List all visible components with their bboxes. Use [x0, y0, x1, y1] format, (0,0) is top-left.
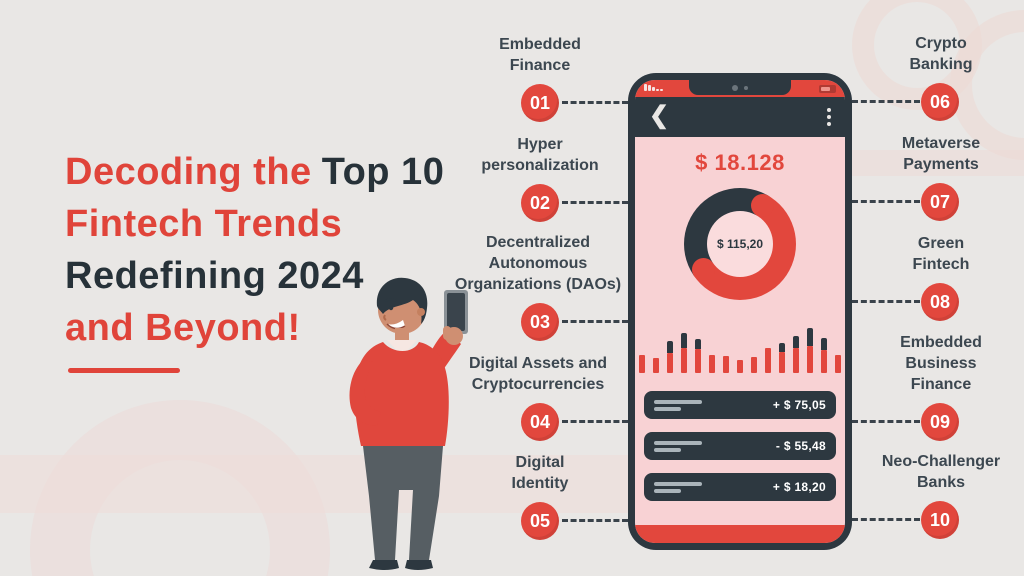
connector-dash-08 [852, 300, 920, 303]
trend-number-10: 10 [921, 501, 959, 539]
connector-dash-02 [562, 201, 628, 204]
connector-dash-05 [562, 519, 628, 522]
bar [709, 355, 715, 373]
bar [737, 360, 743, 373]
trend-number-05: 05 [521, 502, 559, 540]
phone-mockup: ❮ $ 18.128 $ 115,20 + $ 75,05 [628, 73, 852, 550]
back-chevron-icon[interactable]: ❮ [649, 101, 670, 129]
transaction-list: + $ 75,05 - $ 55,48 + $ 18,20 [644, 391, 836, 501]
transaction-amount: + $ 18,20 [772, 480, 826, 494]
placeholder-text-lines [654, 440, 702, 452]
connector-dash-07 [852, 200, 920, 203]
trend-label-08: Green Fintech [912, 235, 970, 273]
trend-number-08: 08 [921, 283, 959, 321]
signal-bars-icon [644, 84, 663, 91]
decorative-ring [30, 400, 330, 576]
app-body: $ 18.128 $ 115,20 + $ 75,05 [635, 137, 845, 543]
person-legs [363, 446, 443, 560]
trend-number-03: 03 [521, 303, 559, 341]
title-underline [68, 368, 180, 373]
trend-number-06: 06 [921, 83, 959, 121]
connector-dash-10 [852, 518, 920, 521]
placeholder-text-lines [654, 399, 702, 411]
title-line-1: Decoding the Top 10 [65, 146, 485, 198]
trend-number-09: 09 [921, 403, 959, 441]
transaction-row[interactable]: + $ 18,20 [644, 473, 836, 501]
camera-dot-icon [744, 85, 748, 90]
bar [639, 355, 645, 373]
app-header: ❮ [635, 97, 845, 137]
trend-label-03: Decentralized Autonomous Organizations (… [454, 234, 622, 293]
transaction-row[interactable]: - $ 55,48 [644, 432, 836, 460]
donut-center-value: $ 115,20 [716, 237, 764, 251]
donut-chart: $ 115,20 [684, 188, 796, 300]
bar [667, 341, 673, 373]
battery-icon [819, 85, 836, 93]
connector-dash-09 [852, 420, 920, 423]
trend-number-02: 02 [521, 184, 559, 222]
bar [807, 328, 813, 373]
phone-screen: ❮ $ 18.128 $ 115,20 + $ 75,05 [635, 80, 845, 543]
trend-label-05: Digital Identity [511, 454, 569, 492]
trend-label-10: Neo-Challenger Banks [881, 453, 1001, 491]
trend-label-06: Crypto Banking [909, 35, 973, 73]
bottom-accent-bar [635, 525, 845, 543]
connector-dash-03 [562, 320, 628, 323]
bar [653, 358, 659, 373]
donut-hole: $ 115,20 [707, 211, 773, 277]
trend-label-09: Embedded Business Finance [900, 334, 982, 393]
connector-dash-01 [562, 101, 628, 104]
placeholder-text-lines [654, 481, 702, 493]
connector-dash-04 [562, 420, 628, 423]
bar [751, 357, 757, 373]
bar [821, 338, 827, 373]
bar [695, 339, 701, 373]
title-line-4: and Beyond! [65, 307, 301, 349]
kebab-menu-icon[interactable] [827, 108, 831, 126]
trend-label-02: Hyper personalization [481, 136, 599, 174]
trend-number-01: 01 [521, 84, 559, 122]
connector-dash-06 [852, 100, 920, 103]
trend-label-07: Metaverse Payments [901, 135, 981, 173]
bar-chart [639, 327, 841, 373]
camera-notch [689, 80, 791, 95]
page-title: Decoding the Top 10 Fintech Trends Redefi… [65, 146, 485, 373]
transaction-row[interactable]: + $ 75,05 [644, 391, 836, 419]
donut-arc-cap [692, 258, 715, 281]
trend-number-07: 07 [921, 183, 959, 221]
bar [835, 355, 841, 373]
bar [723, 356, 729, 373]
title-text-dark: Top 10 [321, 151, 445, 193]
trend-label-04: Digital Assets and Cryptocurrencies [468, 355, 608, 393]
title-line-2: Fintech Trends [65, 203, 343, 245]
trend-label-01: Embedded Finance [499, 36, 581, 74]
bar [681, 333, 687, 373]
bar [765, 348, 771, 373]
title-line-3: Redefining 2024 [65, 255, 364, 297]
balance-amount: $ 18.128 [695, 150, 785, 175]
trend-number-04: 04 [521, 403, 559, 441]
title-text-red: Decoding the [65, 151, 312, 193]
transaction-amount: - $ 55,48 [775, 439, 826, 453]
camera-dot-icon [732, 84, 738, 91]
bar [779, 343, 785, 373]
donut-arc-cap [751, 194, 774, 217]
transaction-amount: + $ 75,05 [772, 398, 826, 412]
bar [793, 336, 799, 373]
